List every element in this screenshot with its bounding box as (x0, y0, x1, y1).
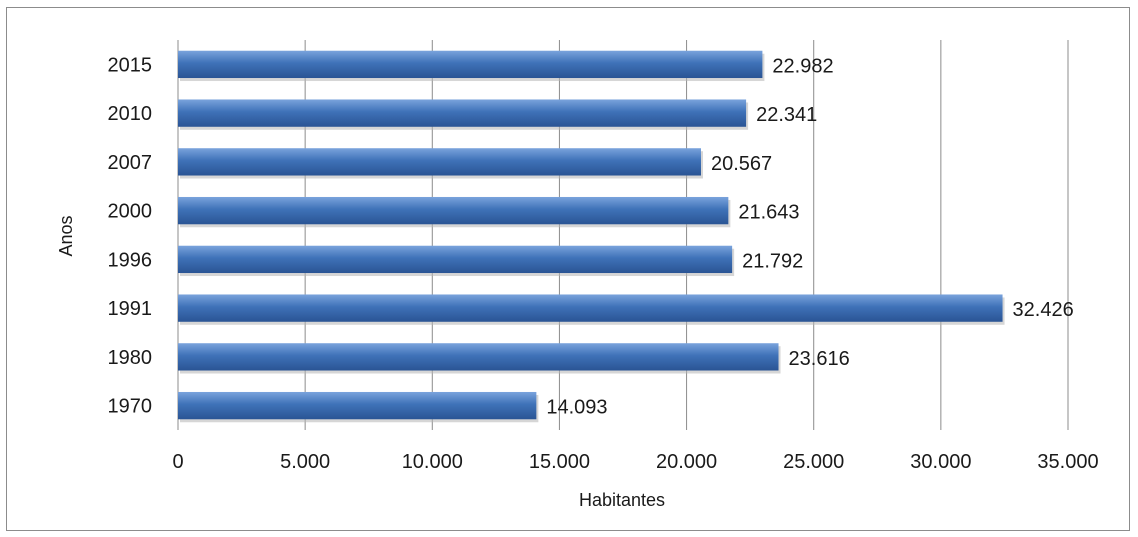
bar (178, 50, 763, 79)
x-axis-title: Habitantes (579, 490, 665, 510)
x-tick-label: 5.000 (280, 451, 330, 473)
y-axis-title: Anos (56, 215, 76, 256)
data-label: 20.567 (711, 153, 772, 175)
y-tick-label: 2007 (108, 152, 153, 174)
bar (178, 343, 779, 371)
data-label: 32.426 (1013, 299, 1074, 321)
bar (178, 196, 729, 225)
y-tick-label: 1996 (108, 249, 153, 271)
x-tick-label: 0 (172, 451, 183, 473)
labels: 2015 22.982 2010 22.341 2007 20.567 2000 21.643… (108, 54, 1074, 418)
y-tick-label: 2010 (108, 103, 153, 125)
x-tick-label: 30.000 (910, 451, 971, 473)
data-label: 21.792 (742, 250, 803, 272)
axes: 0 5.000 10.000 15.000 20.000 25.000 30.000 35.0… (172, 40, 1099, 473)
y-tick-label: 2015 (108, 54, 153, 76)
bar (178, 294, 1003, 322)
data-label: 22.982 (772, 55, 833, 77)
data-label: 14.093 (546, 397, 607, 419)
bars (178, 50, 1005, 423)
x-tick-label: 35.000 (1037, 451, 1098, 473)
y-tick-label: 1980 (108, 347, 153, 369)
y-tick-label: 1970 (108, 396, 153, 418)
x-tick-label: 10.000 (402, 451, 463, 473)
bar (178, 391, 537, 420)
x-tick-label: 25.000 (783, 451, 844, 473)
bar (178, 245, 733, 274)
bar (178, 148, 701, 176)
y-tick-label: 2000 (108, 201, 153, 223)
data-label: 22.341 (756, 104, 817, 126)
bar (178, 99, 747, 127)
data-label: 21.643 (738, 202, 799, 224)
x-tick-label: 20.000 (656, 451, 717, 473)
x-tick-label: 15.000 (529, 451, 590, 473)
data-label: 23.616 (789, 348, 850, 370)
y-tick-label: 1991 (108, 298, 153, 320)
